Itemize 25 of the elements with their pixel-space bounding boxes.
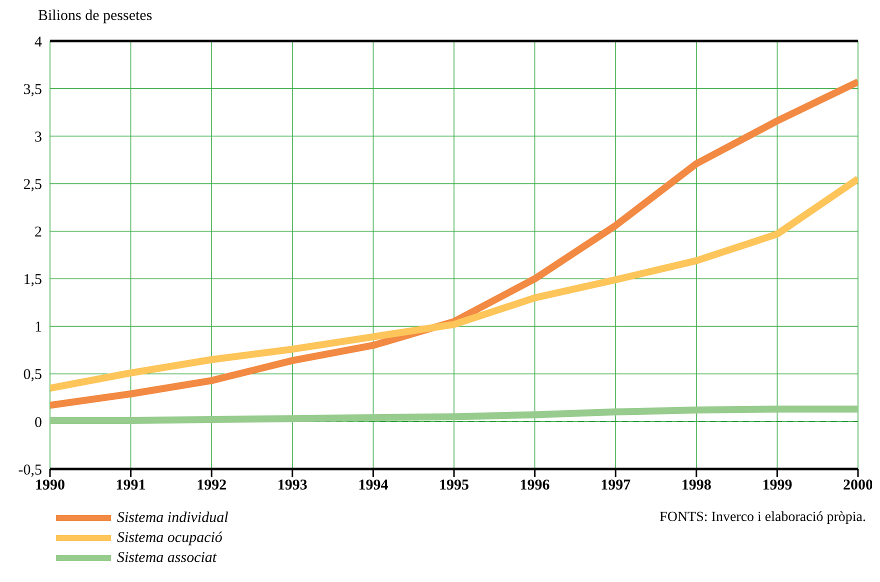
legend-label: Sistema associat (117, 550, 217, 566)
y-tick-label: 1 (34, 320, 42, 336)
x-tick-label: 1994 (358, 478, 389, 494)
x-tick-label: 1996 (520, 478, 550, 494)
y-tick-label: 0,5 (23, 367, 42, 384)
y-tick-label: 3,5 (23, 82, 42, 98)
text: FONTS: Inverco i elaboració pròpia. (660, 510, 866, 526)
x-tick-label: 1991 (116, 478, 146, 494)
y-tick-label: 1,5 (23, 272, 42, 288)
y-tick-label: 3 (34, 129, 42, 146)
y-tick-label: -0,5 (18, 462, 42, 478)
y-tick-label: 2,5 (23, 176, 42, 193)
legend-label: Sistema ocupació (117, 530, 222, 546)
x-tick-label: 1998 (681, 478, 712, 494)
y-axis-title: Bilions de pessetes (37, 8, 154, 26)
x-tick-label: 1997 (600, 478, 632, 494)
x-tick-label: 1999 (762, 478, 792, 494)
legend-label: Sistema individual (117, 510, 228, 526)
x-tick-label: 1990 (35, 478, 65, 494)
y-tick-label: 4 (34, 34, 42, 50)
y-tick-label: 0 (34, 414, 42, 431)
y-tick-label: 2 (34, 224, 42, 241)
x-tick-label: 1993 (277, 478, 308, 494)
x-tick-label: 1992 (196, 478, 227, 494)
x-tick-label: 1995 (439, 478, 469, 494)
